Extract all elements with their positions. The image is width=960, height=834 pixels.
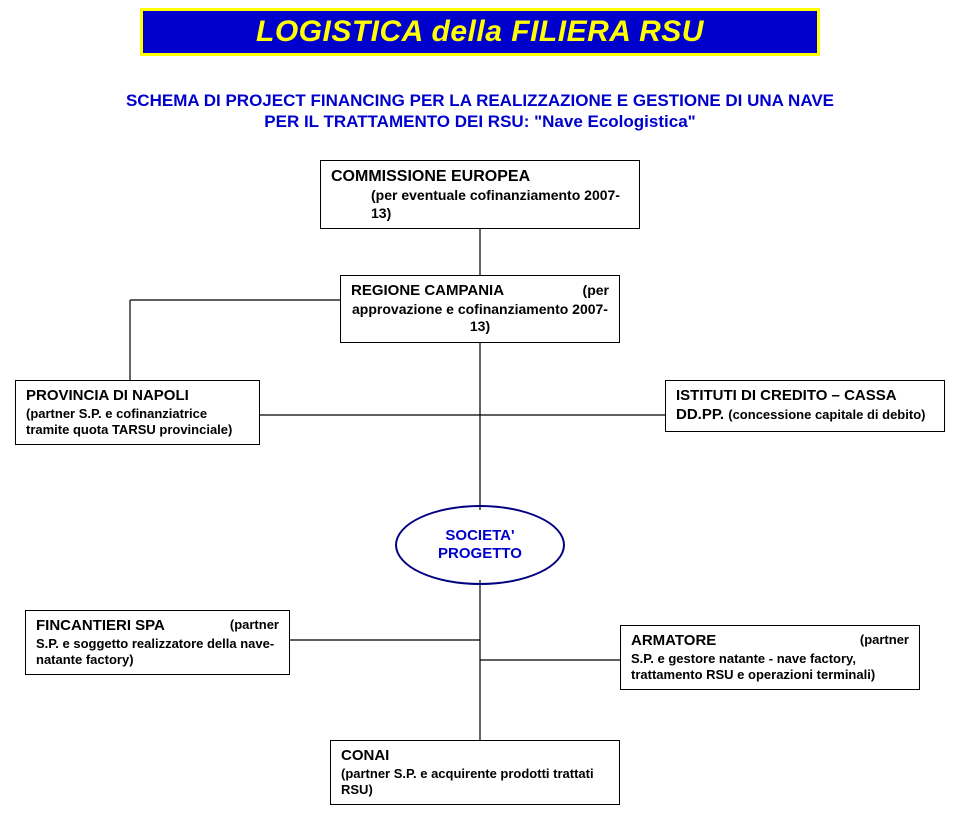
- box-provincia-title: PROVINCIA DI NAPOLI: [26, 387, 249, 406]
- ellipse-societa-progetto: SOCIETA' PROGETTO: [395, 505, 565, 585]
- box-conai-title: CONAI: [341, 747, 609, 766]
- box-istituti: ISTITUTI DI CREDITO – CASSA DD.PP. (conc…: [665, 380, 945, 432]
- box-armatore-title: ARMATORE (partner: [631, 632, 909, 651]
- box-conai-sub: (partner S.P. e acquirente prodotti trat…: [341, 766, 609, 799]
- diagram-subtitle: SCHEMA DI PROJECT FINANCING PER LA REALI…: [110, 90, 850, 133]
- box-provincia-sub: (partner S.P. e cofinanziatrice tramite …: [26, 406, 249, 439]
- subtitle-text: SCHEMA DI PROJECT FINANCING PER LA REALI…: [126, 91, 834, 131]
- ellipse-text: SOCIETA' PROGETTO: [438, 527, 522, 563]
- box-commissione-title: COMMISSIONE EUROPEA: [331, 167, 629, 187]
- box-commissione-sub: (per eventuale cofinanziamento 2007-13): [331, 187, 629, 222]
- box-regione-sub: approvazione e cofinanziamento 2007-13): [351, 301, 609, 336]
- title-text: LOGISTICA della FILIERA RSU: [256, 15, 704, 49]
- box-conai: CONAI (partner S.P. e acquirente prodott…: [330, 740, 620, 805]
- box-commissione: COMMISSIONE EUROPEA (per eventuale cofin…: [320, 160, 640, 229]
- box-armatore: ARMATORE (partner S.P. e gestore natante…: [620, 625, 920, 690]
- box-regione: REGIONE CAMPANIA (per approvazione e cof…: [340, 275, 620, 343]
- box-istituti-title: ISTITUTI DI CREDITO – CASSA DD.PP. (conc…: [676, 387, 934, 425]
- box-fincantieri: FINCANTIERI SPA (partner S.P. e soggetto…: [25, 610, 290, 675]
- box-fincantieri-title: FINCANTIERI SPA (partner: [36, 617, 279, 636]
- box-provincia: PROVINCIA DI NAPOLI (partner S.P. e cofi…: [15, 380, 260, 445]
- title-banner: LOGISTICA della FILIERA RSU: [140, 8, 820, 56]
- box-armatore-sub: S.P. e gestore natante - nave factory, t…: [631, 651, 909, 684]
- box-regione-title: REGIONE CAMPANIA (per: [351, 282, 609, 301]
- box-fincantieri-sub: S.P. e soggetto realizzatore della nave-…: [36, 636, 279, 669]
